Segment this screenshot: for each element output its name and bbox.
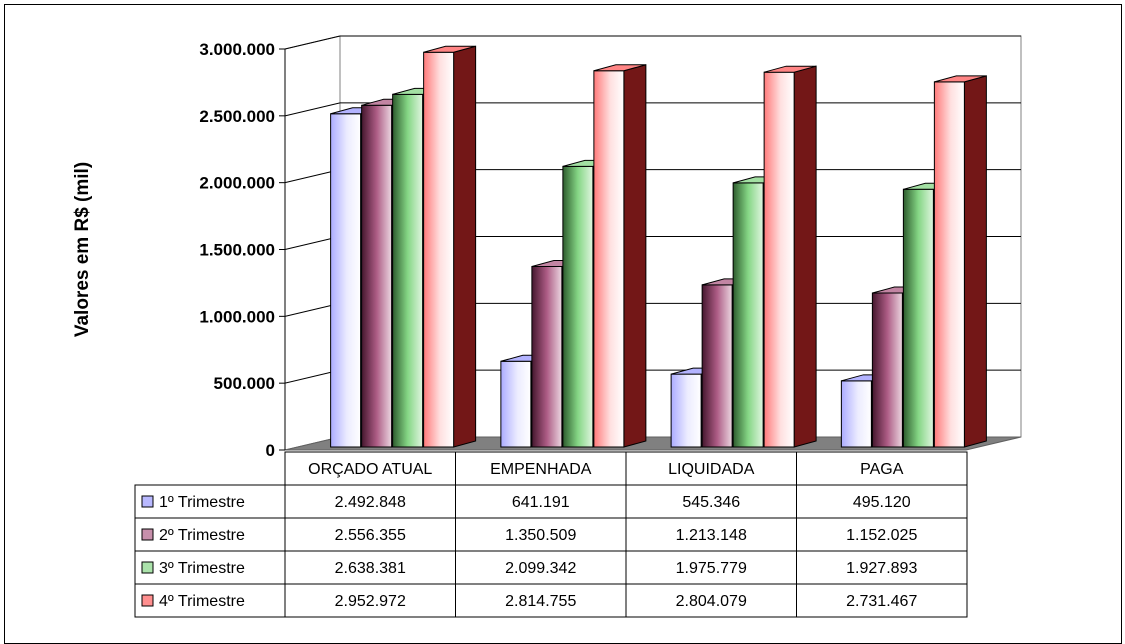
- y-tick-label: 2.500.000: [199, 107, 275, 126]
- table-value: 495.120: [853, 494, 911, 511]
- bar-top: [593, 64, 647, 72]
- data-table: ORÇADO ATUAL EMPENHADA LIQUIDADA PAGA 1º Tri…: [134, 451, 968, 618]
- category-label: LIQUIDADA: [668, 461, 755, 478]
- bar: [593, 64, 647, 448]
- table-value: 1.350.509: [505, 527, 576, 544]
- bar-front: [531, 265, 563, 448]
- table-value: 545.346: [682, 494, 740, 511]
- legend-key: [141, 561, 154, 574]
- y-tick-label: 3.000.000: [199, 40, 275, 59]
- bar: [423, 45, 477, 448]
- table-value: 1.213.148: [676, 527, 747, 544]
- table-value: 2.952.972: [335, 593, 406, 610]
- table-value: 2.814.755: [505, 593, 576, 610]
- bar-front: [902, 188, 934, 448]
- table-value: 2.731.467: [846, 593, 917, 610]
- bar-front: [701, 284, 733, 448]
- table-value: 641.191: [512, 494, 570, 511]
- bar-front: [562, 165, 594, 448]
- table-value: 1.927.893: [846, 560, 917, 577]
- y-tick-label: 2.000.000: [199, 174, 275, 193]
- bar-front: [330, 113, 362, 448]
- bar-top: [423, 45, 476, 53]
- category-label: ORÇADO ATUAL: [308, 461, 432, 478]
- legend-key: [141, 495, 154, 508]
- y-tick-label: 0: [266, 441, 275, 460]
- table-value: 2.804.079: [676, 593, 747, 610]
- bar-top: [763, 65, 817, 73]
- table-row: [134, 583, 968, 618]
- table-value: 2.099.342: [505, 560, 576, 577]
- bar-side: [623, 64, 647, 448]
- gridline-side: [284, 35, 341, 50]
- table-value: 2.556.355: [335, 527, 406, 544]
- bar-front: [392, 93, 424, 448]
- bar-front: [361, 104, 393, 448]
- gridline-side: [284, 102, 341, 117]
- table-value: 1.152.025: [846, 527, 917, 544]
- bar-side: [453, 45, 477, 448]
- table-value: 2.492.848: [335, 494, 406, 511]
- category-label: EMPENHADA: [490, 461, 592, 478]
- bar-front: [423, 51, 455, 448]
- bar-side: [793, 65, 817, 448]
- y-tick-label: 500.000: [214, 374, 275, 393]
- bar: [763, 65, 817, 448]
- table-value: 2.638.381: [335, 560, 406, 577]
- y-axis-title: Valores em R$ (mil): [72, 162, 93, 337]
- legend-label: 4º Trimestre: [159, 593, 245, 610]
- table-value: 1.975.779: [676, 560, 747, 577]
- y-tick-label: 1.000.000: [199, 307, 275, 326]
- legend-key: [141, 528, 154, 541]
- bar: [933, 75, 987, 448]
- bar-front: [763, 71, 795, 448]
- bar-front: [593, 70, 625, 448]
- bar-front: [933, 81, 965, 448]
- y-tick-label: 1.500.000: [199, 241, 275, 260]
- bar-top: [934, 75, 987, 83]
- legend-label: 3º Trimestre: [159, 560, 245, 577]
- bar-front: [670, 373, 702, 448]
- bar-front: [500, 360, 532, 448]
- legend-key: [141, 594, 154, 607]
- bar-front: [871, 292, 903, 448]
- bar-front: [840, 380, 872, 448]
- legend-label: 2º Trimestre: [159, 527, 245, 544]
- bar-front: [732, 182, 764, 448]
- bar-side: [963, 75, 987, 448]
- legend-label: 1º Trimestre: [159, 494, 245, 511]
- category-label: PAGA: [860, 461, 904, 478]
